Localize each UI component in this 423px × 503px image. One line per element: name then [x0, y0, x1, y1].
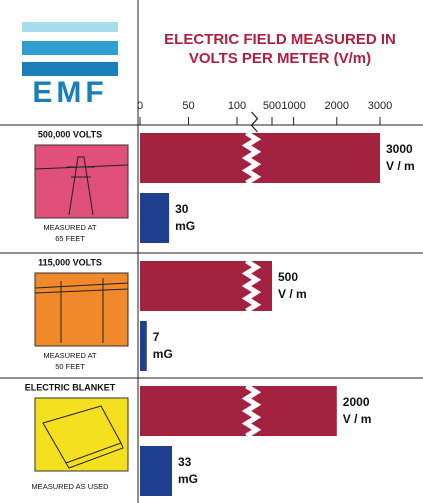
category-note: MEASURED AT [43, 223, 97, 232]
logo-stripe [22, 62, 118, 76]
category-note: 65 FEET [55, 234, 85, 243]
unit-label: V / m [386, 159, 415, 173]
category-label: 115,000 VOLTS [38, 257, 102, 267]
logo-text: EMF [32, 76, 107, 109]
category-note: 50 FEET [55, 362, 85, 371]
axis-break [252, 112, 258, 132]
category-label: ELECTRIC BLANKET [25, 382, 116, 392]
x-tick-label: 1000 [281, 100, 305, 112]
chart-title: VOLTS PER METER (V/m) [189, 50, 371, 67]
category-image [35, 398, 128, 471]
logo-stripe [22, 41, 118, 55]
category-note: MEASURED AS USED [31, 482, 109, 491]
value-label: 2000 [343, 395, 370, 409]
value-label: 33 [178, 455, 192, 469]
unit-label: mG [178, 472, 198, 486]
x-tick-label: 2000 [325, 100, 349, 112]
value-label: 30 [175, 202, 189, 216]
x-tick-label: 3000 [368, 100, 392, 112]
value-label: 7 [153, 330, 160, 344]
x-tick-label: 500 [263, 100, 281, 112]
bar [140, 446, 172, 496]
category-note: MEASURED AT [43, 351, 97, 360]
logo: EMF [22, 22, 118, 109]
category-label: 500,000 VOLTS [38, 129, 102, 139]
category-image [35, 145, 128, 218]
bar [140, 133, 380, 183]
x-tick-label: 0 [137, 100, 143, 112]
unit-label: V / m [343, 412, 372, 426]
value-label: 3000 [386, 142, 413, 156]
x-tick-label: 50 [182, 100, 194, 112]
bar [140, 193, 169, 243]
unit-label: mG [153, 347, 173, 361]
chart-title: ELECTRIC FIELD MEASURED IN [164, 31, 396, 48]
unit-label: V / m [278, 287, 307, 301]
value-label: 500 [278, 270, 298, 284]
logo-stripe [22, 22, 118, 32]
bar [140, 321, 147, 371]
chart: EMF ELECTRIC FIELD MEASURED IN VOLTS PER… [0, 0, 423, 503]
x-tick-label: 100 [228, 100, 246, 112]
bar [140, 386, 337, 436]
unit-label: mG [175, 219, 195, 233]
